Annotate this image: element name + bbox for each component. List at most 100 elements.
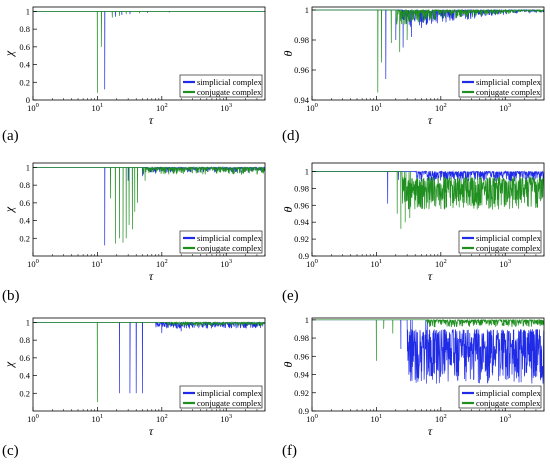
- series-line-conjugate: [33, 321, 266, 403]
- x-tick-label: 103: [499, 413, 511, 424]
- y-tick-label: 1: [26, 162, 30, 172]
- y-tick-label: 0.92: [294, 234, 309, 244]
- series-line-conjugate: [33, 166, 266, 244]
- panel-a: 100 101 102 103 0 0.2 0.4 0.6 0.8 1 τ χ simplicial c…: [2, 6, 266, 144]
- x-tick-label: 103: [499, 258, 511, 269]
- series-line-simplicial: [312, 319, 545, 384]
- y-axis-label: χ: [2, 361, 16, 368]
- panel-letter: (c): [2, 443, 19, 459]
- y-tick-label: 0.8: [19, 24, 30, 34]
- legend-label-simplicial: simplicial complex: [197, 388, 263, 398]
- legend-label-conjugate: conjugate complex: [197, 243, 262, 253]
- y-tick-label: 0.2: [19, 388, 30, 398]
- x-tick-label: 100: [27, 413, 39, 424]
- y-tick-label: 1: [305, 166, 309, 176]
- y-axis-label: χ: [2, 50, 16, 57]
- x-tick-label: 101: [371, 413, 383, 424]
- legend-label-conjugate: conjugate complex: [476, 87, 541, 97]
- plot-frame: [311, 6, 545, 101]
- panel-letter: (d): [282, 128, 300, 144]
- x-axis-label: τ: [149, 113, 154, 127]
- y-axis-label: θ: [281, 50, 295, 56]
- y-tick-label: 0.6: [19, 198, 30, 208]
- y-tick-label: 0.92: [294, 388, 309, 398]
- y-tick-label: 0.2: [19, 77, 30, 87]
- x-tick-label: 102: [156, 258, 168, 269]
- plot-frame: [32, 162, 266, 257]
- x-axis-label: τ: [428, 269, 433, 283]
- legend-label-simplicial: simplicial complex: [476, 77, 542, 87]
- x-axis-label: τ: [149, 424, 154, 438]
- y-tick-label: 1: [26, 6, 30, 16]
- panel-letter: (f): [282, 443, 297, 459]
- y-tick-label: 0.96: [294, 65, 309, 75]
- panel-e: 100 101 102 103 0.9 0.92 0.94 0.96 0.98 1 τ θ simpli…: [281, 162, 545, 304]
- legend-label-simplicial: simplicial complex: [476, 388, 542, 398]
- plot-frame: [32, 317, 266, 412]
- y-axis-label: χ: [2, 206, 16, 213]
- plot-frame: [311, 317, 545, 412]
- x-tick-label: 100: [27, 258, 39, 269]
- x-tick-label: 101: [92, 258, 104, 269]
- x-tick-label: 102: [156, 102, 168, 113]
- y-tick-label: 0.96: [294, 200, 309, 210]
- y-tick-label: 0.4: [19, 216, 30, 226]
- panel-d: 100 101 102 103 0.94 0.96 0.98 1 τ θ simplicial co…: [281, 5, 545, 144]
- legend-box: [458, 385, 542, 409]
- y-tick-label: 0.8: [19, 335, 30, 345]
- x-axis-label: τ: [149, 269, 154, 283]
- x-axis-label: τ: [428, 113, 433, 127]
- y-tick-label: 0.9: [298, 251, 309, 261]
- series-line-conjugate: [33, 11, 265, 93]
- legend-label-conjugate: conjugate complex: [197, 87, 262, 97]
- legend-label-conjugate: conjugate complex: [476, 398, 541, 408]
- y-tick-label: 0: [26, 95, 30, 105]
- x-tick-label: 101: [371, 102, 383, 113]
- y-tick-label: 0.2: [19, 233, 30, 243]
- x-tick-label: 103: [220, 413, 232, 424]
- panel-f: 100 101 102 103 0.9 0.92 0.94 0.96 0.98 1 τ θ simpli…: [281, 315, 545, 459]
- y-tick-label: 0.4: [19, 60, 30, 70]
- series-line-simplicial: [312, 8, 545, 80]
- y-tick-label: 0.98: [294, 333, 309, 343]
- x-tick-label: 100: [306, 258, 318, 269]
- y-tick-label: 0.94: [294, 217, 310, 227]
- x-tick-label: 102: [435, 258, 447, 269]
- y-tick-label: 0.96: [294, 351, 309, 361]
- x-tick-label: 102: [435, 413, 447, 424]
- y-tick-label: 0.9: [298, 406, 309, 416]
- x-tick-label: 100: [306, 102, 318, 113]
- x-tick-label: 101: [371, 258, 383, 269]
- x-tick-label: 100: [27, 102, 39, 113]
- plot-frame: [311, 162, 545, 257]
- x-tick-label: 103: [220, 102, 232, 113]
- plot-frame: [32, 6, 266, 101]
- x-tick-label: 102: [156, 413, 168, 424]
- y-tick-label: 0.98: [294, 183, 309, 193]
- y-axis-label: θ: [281, 361, 295, 367]
- x-tick-label: 101: [92, 102, 104, 113]
- legend-label-simplicial: simplicial complex: [197, 233, 263, 243]
- series-line-conjugate: [312, 171, 545, 229]
- legend-box: [458, 74, 542, 98]
- y-axis-label: θ: [281, 206, 295, 212]
- y-tick-label: 0.94: [294, 95, 310, 105]
- y-tick-label: 0.98: [294, 35, 309, 45]
- y-tick-label: 0.94: [294, 370, 310, 380]
- x-tick-label: 101: [92, 413, 104, 424]
- series-line-conjugate: [312, 318, 545, 361]
- legend-label-conjugate: conjugate complex: [197, 398, 262, 408]
- legend-label-simplicial: simplicial complex: [197, 77, 263, 87]
- series-line-simplicial: [33, 321, 266, 394]
- y-tick-label: 0.8: [19, 180, 30, 190]
- legend-box: [179, 74, 263, 98]
- x-axis-label: τ: [428, 424, 433, 438]
- x-tick-label: 100: [306, 413, 318, 424]
- panel-c: 100 101 102 103 0.2 0.4 0.6 0.8 1 τ χ simplicial co…: [2, 317, 266, 459]
